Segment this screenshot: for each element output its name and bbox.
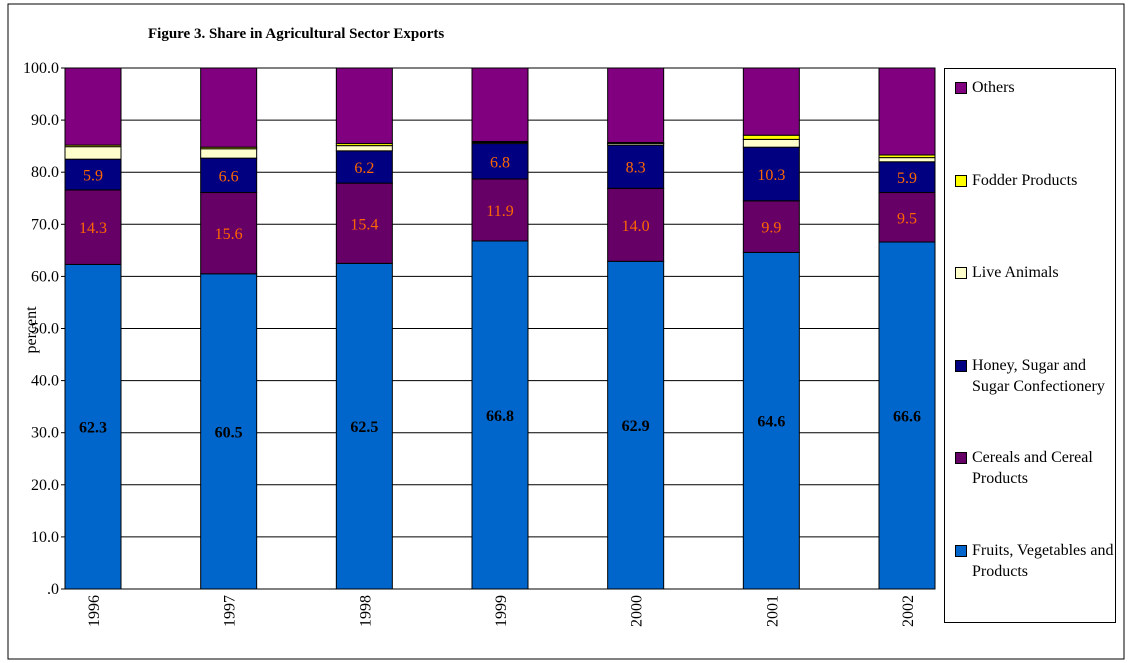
legend-item: Live Animals	[955, 262, 1115, 283]
bar-segment	[335, 67, 393, 145]
chart-title: Figure 3. Share in Agricultural Sector E…	[148, 26, 444, 42]
data-label: 66.6	[893, 409, 921, 426]
data-label: 62.5	[350, 419, 378, 436]
x-tick-label: 2002	[900, 595, 917, 627]
legend-label: Honey, Sugar and Sugar Confectionery	[972, 356, 1105, 395]
legend-label: Fruits, Vegetables and Products	[972, 541, 1114, 580]
y-tick-label: 80.0	[31, 164, 59, 181]
bar-segment	[64, 67, 122, 146]
data-label: 62.3	[79, 420, 107, 437]
data-label: 66.8	[486, 408, 514, 425]
bar-segment	[878, 161, 936, 194]
data-label: 8.3	[626, 160, 646, 177]
legend-swatch	[955, 82, 967, 94]
x-tick-label: 1997	[222, 595, 239, 627]
y-tick-label: 90.0	[31, 112, 59, 129]
y-tick-label: 70.0	[31, 216, 59, 233]
y-tick-label: 60.0	[31, 268, 59, 285]
bar-segment	[742, 67, 800, 136]
bar-segment	[200, 273, 258, 590]
data-label: 6.8	[490, 154, 510, 171]
legend-label: Cereals and Cereal Products	[972, 449, 1093, 487]
legend-item: Fruits, Vegetables and Products	[955, 540, 1115, 582]
bar-segment	[335, 150, 393, 184]
legend-swatch	[955, 452, 967, 464]
y-tick-label: 30.0	[31, 425, 59, 442]
bar-segment	[878, 67, 936, 156]
x-tick-label: 2000	[629, 595, 646, 627]
bar-segment	[471, 178, 529, 242]
data-label: 9.5	[897, 210, 917, 227]
y-tick-label: 100.0	[23, 60, 59, 77]
bar-segment	[607, 187, 665, 262]
data-label: 64.6	[757, 414, 785, 431]
x-tick-label: 1998	[357, 595, 374, 627]
legend-swatch	[955, 267, 967, 279]
legend: Others Fodder Products Live Animals Honey, …	[944, 68, 1116, 623]
bar-segment	[471, 67, 529, 142]
bar-segment	[471, 143, 529, 180]
x-tick-label: 2001	[764, 595, 781, 627]
chart-border	[7, 3, 1125, 660]
bar-segment	[878, 157, 936, 163]
bar-segment	[200, 67, 258, 148]
data-label: 9.9	[761, 220, 781, 237]
bar-segment	[200, 148, 258, 159]
bar-segment	[607, 67, 665, 144]
bar-segment	[878, 192, 936, 243]
legend-item: Cereals and Cereal Products	[955, 447, 1115, 489]
data-label: 6.2	[354, 160, 374, 177]
y-tick-label: 40.0	[31, 373, 59, 390]
legend-label: Live Animals	[972, 264, 1059, 281]
bar-segment	[742, 134, 800, 140]
legend-item: Fodder Products	[955, 170, 1115, 191]
bar-segment	[64, 189, 122, 265]
data-label: 6.6	[219, 168, 239, 185]
y-axis-label: percent	[23, 306, 40, 354]
y-tick-label: .0	[47, 581, 59, 598]
data-label: 5.9	[83, 168, 103, 185]
bar-segment	[607, 260, 665, 590]
y-tick-label: 20.0	[31, 477, 59, 494]
bar-segment	[742, 200, 800, 253]
legend-swatch	[955, 544, 967, 557]
bar-segment	[64, 263, 122, 590]
bar-segment	[335, 262, 393, 590]
bar-segment	[200, 157, 258, 194]
data-label: 14.0	[622, 218, 650, 235]
legend-item: Honey, Sugar and Sugar Confectionery	[955, 355, 1115, 397]
legend-label: Fodder Products	[972, 171, 1078, 189]
legend-label: Others	[972, 79, 1015, 96]
bar-segment	[607, 144, 665, 189]
data-label: 11.9	[486, 203, 513, 220]
data-label: 15.6	[215, 226, 243, 243]
data-label: 15.4	[350, 216, 378, 233]
y-tick-label: 10.0	[31, 529, 59, 546]
data-label: 14.3	[79, 220, 107, 237]
bar-segment	[742, 138, 800, 148]
legend-swatch	[955, 359, 967, 372]
data-label: 5.9	[897, 170, 917, 187]
x-tick-label: 1996	[86, 595, 103, 627]
bar-segment	[64, 146, 122, 160]
legend-swatch	[955, 174, 967, 187]
data-label: 10.3	[757, 167, 785, 184]
bar-segment	[335, 145, 393, 152]
y-tick-label: 50.0	[31, 321, 59, 338]
x-tick-label: 1999	[493, 595, 510, 627]
data-label: 62.9	[622, 418, 650, 435]
legend-item: Others	[955, 77, 1115, 98]
data-label: 60.5	[215, 424, 243, 441]
bar-segment	[742, 251, 800, 590]
